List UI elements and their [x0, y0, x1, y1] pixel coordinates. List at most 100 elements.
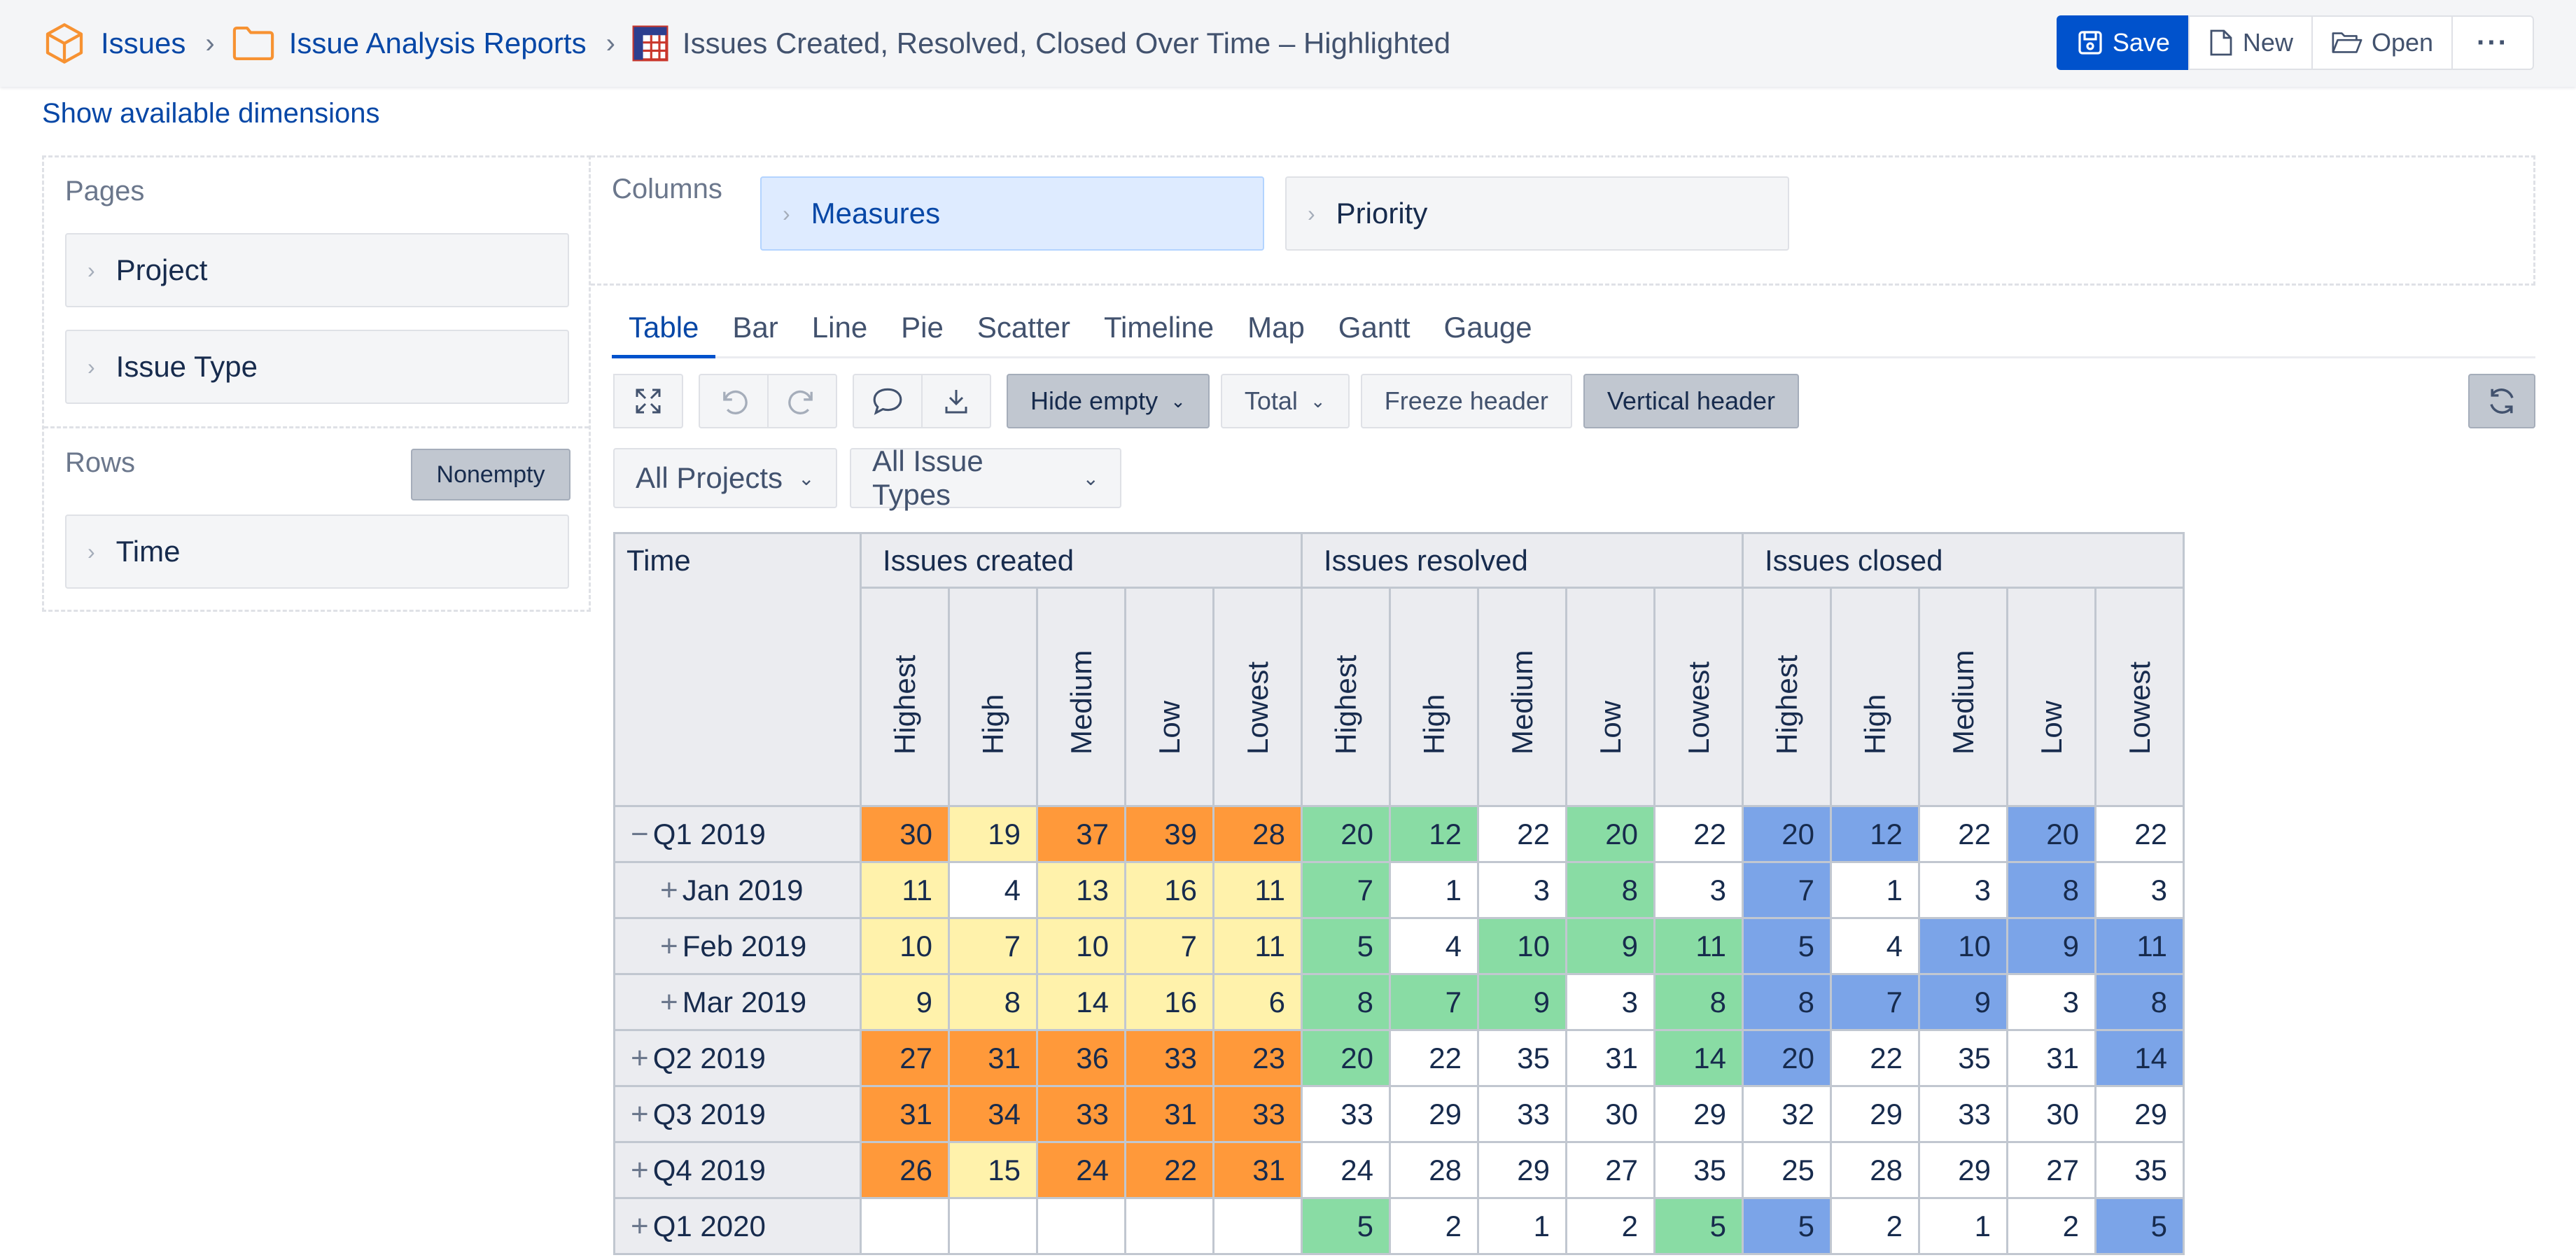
table-cell[interactable]: 20 — [1742, 1029, 1832, 1087]
table-cell[interactable]: 39 — [1124, 805, 1214, 863]
page-dimension-issue-type[interactable]: › Issue Type — [65, 330, 569, 404]
table-cell[interactable] — [1212, 1197, 1303, 1255]
table-cell[interactable]: 28 — [1830, 1141, 1920, 1199]
table-cell[interactable]: 29 — [1477, 1141, 1567, 1199]
tab-timeline[interactable]: Timeline — [1103, 311, 1214, 344]
table-cell[interactable]: 12 — [1830, 805, 1920, 863]
row-header[interactable]: + Q2 2019 — [613, 1029, 862, 1087]
table-cell[interactable]: 5 — [1301, 917, 1391, 975]
table-cell[interactable]: 31 — [1212, 1141, 1303, 1199]
priority-header[interactable]: High — [1389, 587, 1479, 807]
table-cell[interactable]: 33 — [1918, 1085, 2008, 1143]
table-cell[interactable]: 8 — [1301, 973, 1391, 1031]
table-cell[interactable]: 22 — [1830, 1029, 1920, 1087]
projects-filter[interactable]: All Projects ⌄ — [613, 448, 837, 508]
table-cell[interactable] — [1036, 1197, 1126, 1255]
table-cell[interactable]: 24 — [1036, 1141, 1126, 1199]
table-cell[interactable]: 31 — [860, 1085, 950, 1143]
table-cell[interactable]: 8 — [1565, 861, 1656, 919]
table-cell[interactable]: 20 — [2006, 805, 2096, 863]
table-cell[interactable]: 30 — [860, 805, 950, 863]
priority-header[interactable]: Low — [1124, 587, 1214, 807]
priority-header[interactable]: Highest — [860, 587, 950, 807]
table-cell[interactable]: 22 — [1477, 805, 1567, 863]
tab-bar[interactable]: Bar — [732, 311, 778, 344]
table-cell[interactable]: 5 — [1742, 1197, 1832, 1255]
table-cell[interactable]: 33 — [1212, 1085, 1303, 1143]
table-cell[interactable]: 4 — [948, 861, 1038, 919]
table-cell[interactable]: 7 — [1124, 917, 1214, 975]
table-cell[interactable]: 7 — [1301, 861, 1391, 919]
hide-empty-dropdown[interactable]: Hide empty ⌄ — [1007, 374, 1210, 428]
table-cell[interactable]: 31 — [1124, 1085, 1214, 1143]
table-cell[interactable]: 8 — [2006, 861, 2096, 919]
measure-header-created[interactable]: Issues created — [860, 532, 1303, 589]
nonempty-toggle[interactable]: Nonempty — [411, 449, 570, 500]
expand-icon[interactable]: + — [660, 928, 678, 963]
table-cell[interactable] — [860, 1197, 950, 1255]
measure-header-closed[interactable]: Issues closed — [1742, 532, 2185, 589]
table-cell[interactable]: 8 — [2094, 973, 2185, 1031]
row-header[interactable]: + Q4 2019 — [613, 1141, 862, 1199]
expand-icon[interactable]: + — [660, 984, 678, 1019]
page-dimension-project[interactable]: › Project — [65, 233, 569, 307]
table-cell[interactable]: 14 — [2094, 1029, 2185, 1087]
table-cell[interactable]: 11 — [1653, 917, 1744, 975]
tab-pie[interactable]: Pie — [901, 311, 944, 344]
table-cell[interactable]: 16 — [1124, 861, 1214, 919]
vertical-header-button[interactable]: Vertical header — [1583, 374, 1800, 428]
save-button[interactable]: Save — [2056, 15, 2190, 70]
row-header[interactable]: + Mar 2019 — [613, 973, 862, 1031]
table-cell[interactable]: 29 — [1389, 1085, 1479, 1143]
table-cell[interactable]: 37 — [1036, 805, 1126, 863]
total-dropdown[interactable]: Total ⌄ — [1220, 374, 1350, 428]
table-cell[interactable]: 5 — [1653, 1197, 1744, 1255]
priority-header[interactable]: Medium — [1036, 587, 1126, 807]
table-cell[interactable]: 13 — [1036, 861, 1126, 919]
table-cell[interactable]: 25 — [1742, 1141, 1832, 1199]
table-cell[interactable]: 28 — [1212, 805, 1303, 863]
table-cell[interactable]: 36 — [1036, 1029, 1126, 1087]
table-cell[interactable]: 2 — [2006, 1197, 2096, 1255]
show-dimensions-link[interactable]: Show available dimensions — [42, 98, 380, 129]
table-cell[interactable]: 27 — [860, 1029, 950, 1087]
table-cell[interactable]: 35 — [2094, 1141, 2185, 1199]
table-cell[interactable]: 10 — [860, 917, 950, 975]
breadcrumb-issues[interactable]: Issues — [101, 27, 186, 59]
priority-header[interactable]: Highest — [1742, 587, 1832, 807]
freeze-header-button[interactable]: Freeze header — [1360, 374, 1572, 428]
table-cell[interactable]: 14 — [1653, 1029, 1744, 1087]
measure-header-resolved[interactable]: Issues resolved — [1301, 532, 1744, 589]
tab-scatter[interactable]: Scatter — [976, 311, 1070, 344]
column-dimension-priority[interactable]: › Priority — [1285, 176, 1789, 251]
tab-gauge[interactable]: Gauge — [1443, 311, 1532, 344]
table-cell[interactable]: 33 — [1301, 1085, 1391, 1143]
table-cell[interactable]: 8 — [1653, 973, 1744, 1031]
table-cell[interactable]: 30 — [2006, 1085, 2096, 1143]
tab-table[interactable]: Table — [612, 308, 716, 358]
table-cell[interactable]: 5 — [1742, 917, 1832, 975]
row-header[interactable]: + Feb 2019 — [613, 917, 862, 975]
expand-icon[interactable]: + — [631, 1096, 649, 1131]
table-cell[interactable]: 22 — [1389, 1029, 1479, 1087]
priority-header[interactable]: Medium — [1918, 587, 2008, 807]
table-cell[interactable]: 29 — [2094, 1085, 2185, 1143]
priority-header[interactable]: Lowest — [2094, 587, 2185, 807]
expand-icon[interactable]: + — [631, 1208, 649, 1243]
undo-button[interactable] — [699, 374, 769, 428]
issue-types-filter[interactable]: All Issue Types ⌄ — [850, 444, 1121, 511]
fullscreen-button[interactable] — [613, 374, 683, 428]
table-cell[interactable]: 35 — [1477, 1029, 1567, 1087]
table-cell[interactable]: 29 — [1653, 1085, 1744, 1143]
table-cell[interactable]: 33 — [1477, 1085, 1567, 1143]
table-cell[interactable] — [1124, 1197, 1214, 1255]
table-cell[interactable]: 22 — [2094, 805, 2185, 863]
table-cell[interactable]: 27 — [1565, 1141, 1656, 1199]
table-cell[interactable] — [948, 1197, 1038, 1255]
table-cell[interactable]: 14 — [1036, 973, 1126, 1031]
table-cell[interactable]: 33 — [1036, 1085, 1126, 1143]
table-cell[interactable]: 8 — [1742, 973, 1832, 1031]
export-button[interactable] — [921, 374, 991, 428]
table-cell[interactable]: 4 — [1830, 917, 1920, 975]
table-cell[interactable]: 29 — [1830, 1085, 1920, 1143]
